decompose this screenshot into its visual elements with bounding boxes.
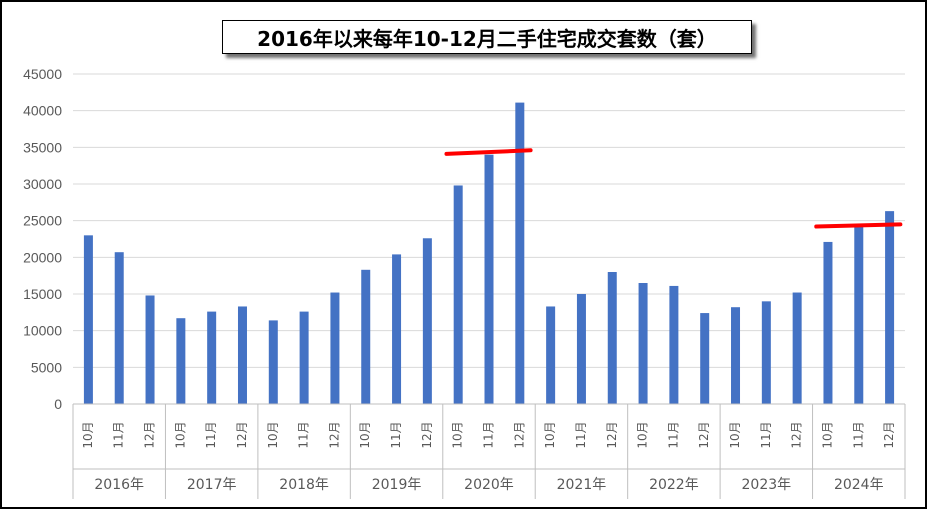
annotations: [444, 148, 903, 229]
year-label: 2017年: [187, 477, 237, 493]
month-tick-label: 11月: [851, 421, 865, 448]
chart-title: 2016年以来每年10-12月二手住宅成交套数（套）: [257, 26, 717, 51]
bar: [700, 313, 710, 404]
month-tick-label: 11月: [297, 421, 311, 448]
bar: [607, 272, 617, 404]
year-label: 2020年: [464, 477, 514, 493]
bar: [546, 306, 556, 404]
month-tick-label: 10月: [81, 421, 95, 448]
y-tick-label: 30000: [23, 176, 62, 192]
bar: [145, 295, 155, 404]
bar: [207, 311, 217, 404]
month-tick-label: 12月: [512, 421, 526, 448]
month-tick-label: 10月: [728, 421, 742, 448]
month-tick-label: 10月: [543, 421, 557, 448]
month-tick-label: 11月: [574, 421, 588, 448]
y-tick-label: 25000: [23, 213, 62, 229]
bar: [299, 311, 309, 404]
month-tick-label: 10月: [358, 421, 372, 448]
bar: [638, 283, 648, 404]
month-tick-label: 12月: [882, 421, 896, 448]
bar: [823, 241, 833, 404]
chart-title-box: 2016年以来每年10-12月二手住宅成交套数（套）: [222, 20, 752, 54]
month-tick-label: 12月: [420, 421, 434, 448]
bar: [330, 292, 340, 404]
year-label: 2023年: [742, 477, 792, 493]
month-tick-label: 12月: [143, 421, 157, 448]
bar: [453, 185, 463, 404]
month-tick-label: 10月: [173, 421, 187, 448]
bar: [237, 306, 247, 404]
year-label: 2019年: [372, 477, 422, 493]
bar: [484, 154, 494, 404]
bar: [515, 102, 525, 404]
bar: [422, 238, 432, 404]
highlight-line: [444, 148, 533, 156]
month-tick-label: 11月: [482, 421, 496, 448]
year-label: 2022年: [649, 477, 699, 493]
bar: [885, 211, 895, 404]
bar: [83, 235, 93, 404]
bar: [854, 224, 864, 404]
y-tick-label: 20000: [23, 249, 62, 265]
bars: [83, 102, 895, 404]
month-tick-label: 12月: [327, 421, 341, 448]
y-tick-label: 15000: [23, 286, 62, 302]
month-tick-label: 11月: [204, 421, 218, 448]
month-tick-label: 10月: [820, 421, 834, 448]
bar: [392, 254, 402, 404]
month-tick-label: 10月: [636, 421, 650, 448]
bar: [576, 294, 586, 404]
y-tick-label: 0: [54, 396, 62, 412]
year-label: 2021年: [557, 477, 607, 493]
x-axis: 10月 11月 12月 10月 11月 12月 10月 11月 12月 10月 11月 12月 10月 1…: [72, 403, 906, 499]
y-tick-label: 10000: [23, 323, 62, 339]
month-tick-label: 11月: [389, 421, 403, 448]
year-label: 2016年: [94, 477, 144, 493]
bar: [792, 292, 802, 404]
bar: [268, 320, 278, 404]
month-tick-label: 10月: [451, 421, 465, 448]
month-tick-label: 12月: [235, 421, 249, 448]
y-tick-label: 45000: [23, 66, 62, 82]
month-tick-label: 11月: [666, 421, 680, 448]
year-label: 2018年: [279, 477, 329, 493]
y-tick-label: 40000: [23, 103, 62, 119]
month-tick-label: 12月: [605, 421, 619, 448]
highlight-line: [814, 222, 903, 229]
year-label: 2024年: [834, 477, 884, 493]
month-tick-label: 11月: [112, 421, 126, 448]
month-tick-label: 10月: [266, 421, 280, 448]
bar: [761, 301, 771, 404]
y-tick-label: 35000: [23, 139, 62, 155]
y-tick-label: 5000: [31, 359, 62, 375]
bar: [176, 318, 186, 404]
bar: [114, 252, 124, 404]
month-tick-label: 12月: [697, 421, 711, 448]
month-tick-label: 11月: [759, 421, 773, 448]
bar: [669, 285, 679, 404]
bar: [731, 307, 741, 404]
y-axis-tick-labels: 0 5000 10000 15000 20000 25000 30000 35000 40000…: [23, 66, 62, 412]
bar: [361, 269, 371, 404]
month-tick-label: 12月: [790, 421, 804, 448]
